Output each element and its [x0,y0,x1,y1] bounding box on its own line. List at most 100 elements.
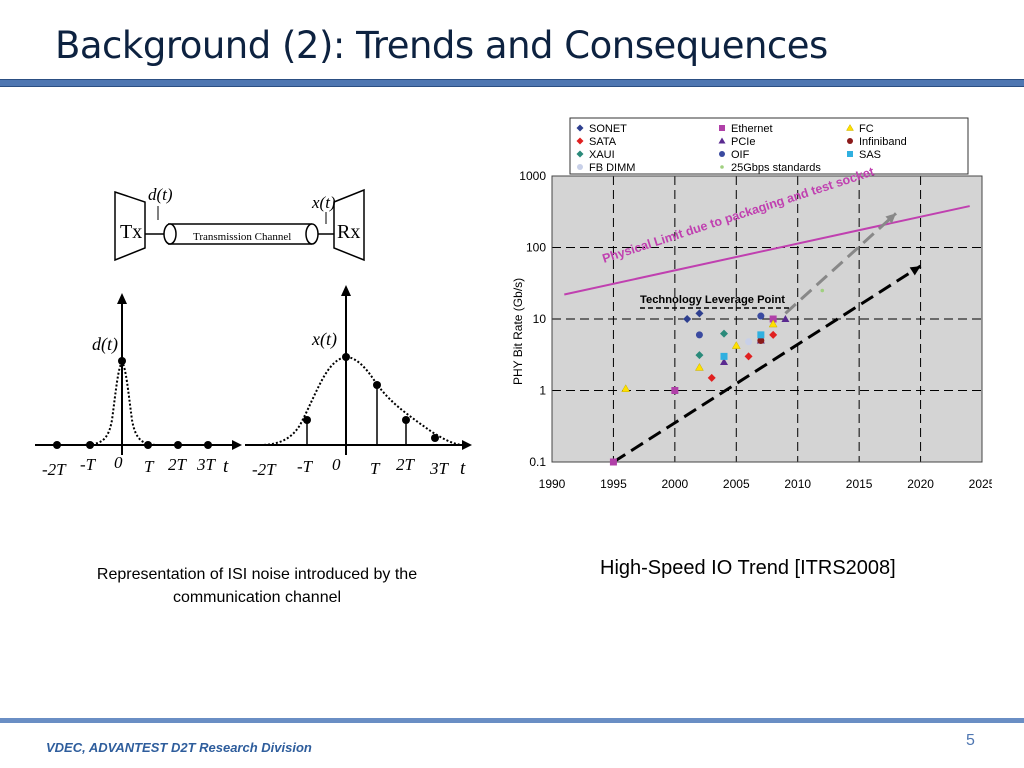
slide-number: 5 [966,732,975,749]
data-points [609,288,825,466]
transmission-channel [168,223,312,245]
x-tick-label-7: 2025 [969,477,992,491]
data-point-8-1 [757,331,765,339]
x-tick-label-1: 1995 [600,477,627,491]
plot-border [551,175,983,463]
left-tick-1: T [144,457,155,476]
data-point-3-1 [744,352,753,361]
isi-diagram: Tx Transmission Channel Rx d(t) x(t) d(t… [35,185,472,479]
x-tick-label-0: 1990 [539,477,566,491]
tx-block [114,190,146,262]
data-point-6-0 [695,351,704,360]
trend-arrowhead-2 [885,213,896,224]
legend-label-2: FC [859,123,874,135]
y-tick-labels: 0.1 1 10 100 1000 [519,169,546,469]
data-point-1-1 [671,387,679,394]
data-point-2-1 [694,362,704,371]
left-time-arrow [232,440,242,450]
rx-block [333,188,365,262]
legend-label-3: SATA [589,136,617,148]
data-point-8-0 [720,352,728,360]
trend-line-1 [612,264,922,464]
chart-grid [551,175,983,463]
legend-marker-3 [576,137,584,145]
left-tick-m2: -2T [42,460,67,479]
trend-arrowhead-1 [909,266,921,276]
left-tick-0: 0 [114,453,123,472]
data-point-6-1 [720,329,728,338]
output-signal-label: x(t) [311,193,336,212]
right-tick-0: 0 [332,455,341,474]
isi-caption: Representation of ISI noise introduced b… [96,566,418,606]
legend-marker-4 [718,137,726,144]
right-sample-3 [431,434,439,442]
footer-text: VDEC, ADVANTEST D2T Research Division [46,740,312,755]
data-point-2-3 [768,319,778,328]
x-tick-label-2: 2000 [662,477,689,491]
y-tick-label-1: 1 [539,384,546,398]
legend-marker-7 [719,151,725,157]
channel-label: Transmission Channel [193,231,291,243]
channel-right-end [305,223,319,245]
left-pulse-curve [79,360,161,446]
legend-label-1: Ethernet [731,123,773,135]
right-time-label: t [460,458,466,479]
legend-marker-5 [847,138,853,144]
left-sample-3 [204,441,212,449]
legend-marker-6 [576,150,584,158]
left-value-arrow [117,293,127,304]
data-point-10-0 [820,288,825,293]
technology-leverage-label: Technology Leverage Point [640,294,785,306]
trend-lines [564,205,970,464]
left-time-label: t [223,456,229,477]
legend-label-5: Infiniband [859,136,907,148]
data-point-1-2 [769,315,777,323]
trend-line-2 [784,212,898,315]
right-pulse-curve [259,355,463,446]
data-point-0-1 [695,309,704,318]
left-tick-m1: -T [80,455,97,474]
y-tick-label-0: 0.1 [529,455,546,469]
chart-caption: High-Speed IO Trend [ITRS2008] [600,557,896,579]
right-tick-1: T [370,459,381,478]
right-tick-2: 2T [396,455,416,474]
x-tick-label-5: 2015 [846,477,873,491]
data-point-3-2 [769,330,778,339]
chart-legend: SONET Ethernet FC SATA PCIe Infiniband XAUI OIF… [576,123,907,174]
legend-marker-10 [720,165,724,169]
legend-marker-8 [847,151,853,157]
y-tick-label-2: 10 [533,312,547,326]
legend-label-0: SONET [589,123,627,135]
legend-label-4: PCIe [731,136,755,148]
right-time-arrow [462,440,472,450]
left-plot-ylabel: d(t) [92,334,118,355]
y-tick-label-3: 100 [526,241,546,255]
right-value-arrow [341,285,351,296]
title-divider [0,79,1024,87]
right-sample-2 [402,416,410,424]
legend-label-10: 25Gbps standards [731,162,821,174]
legend-box [569,117,969,175]
legend-marker-1 [719,125,725,131]
left-sample-m2 [53,441,61,449]
left-tick-2: 2T [168,455,188,474]
y-tick-label-4: 1000 [519,169,546,183]
right-sample-0 [342,353,350,361]
data-point-4-2 [781,315,790,322]
input-signal-label: d(t) [148,185,173,204]
data-point-7-0 [695,331,703,339]
data-point-0-0 [683,315,692,323]
data-point-7-1 [757,312,765,320]
legend-label-8: SAS [859,149,881,161]
slide-title: Background (2): Trends and Consequences [55,24,828,67]
x-tick-label-6: 2020 [907,477,934,491]
tx-label: Tx [120,221,142,243]
right-sample-1 [373,381,381,389]
data-point-9-0 [745,338,753,346]
trend-chart: SONET Ethernet FC SATA PCIe Infiniband XAUI OIF… [511,117,992,491]
data-point-3-0 [707,373,716,382]
legend-label-9: FB DIMM [589,162,635,174]
right-sample-m1 [303,416,311,424]
right-tick-3: 3T [429,459,450,478]
legend-marker-0 [576,124,584,132]
